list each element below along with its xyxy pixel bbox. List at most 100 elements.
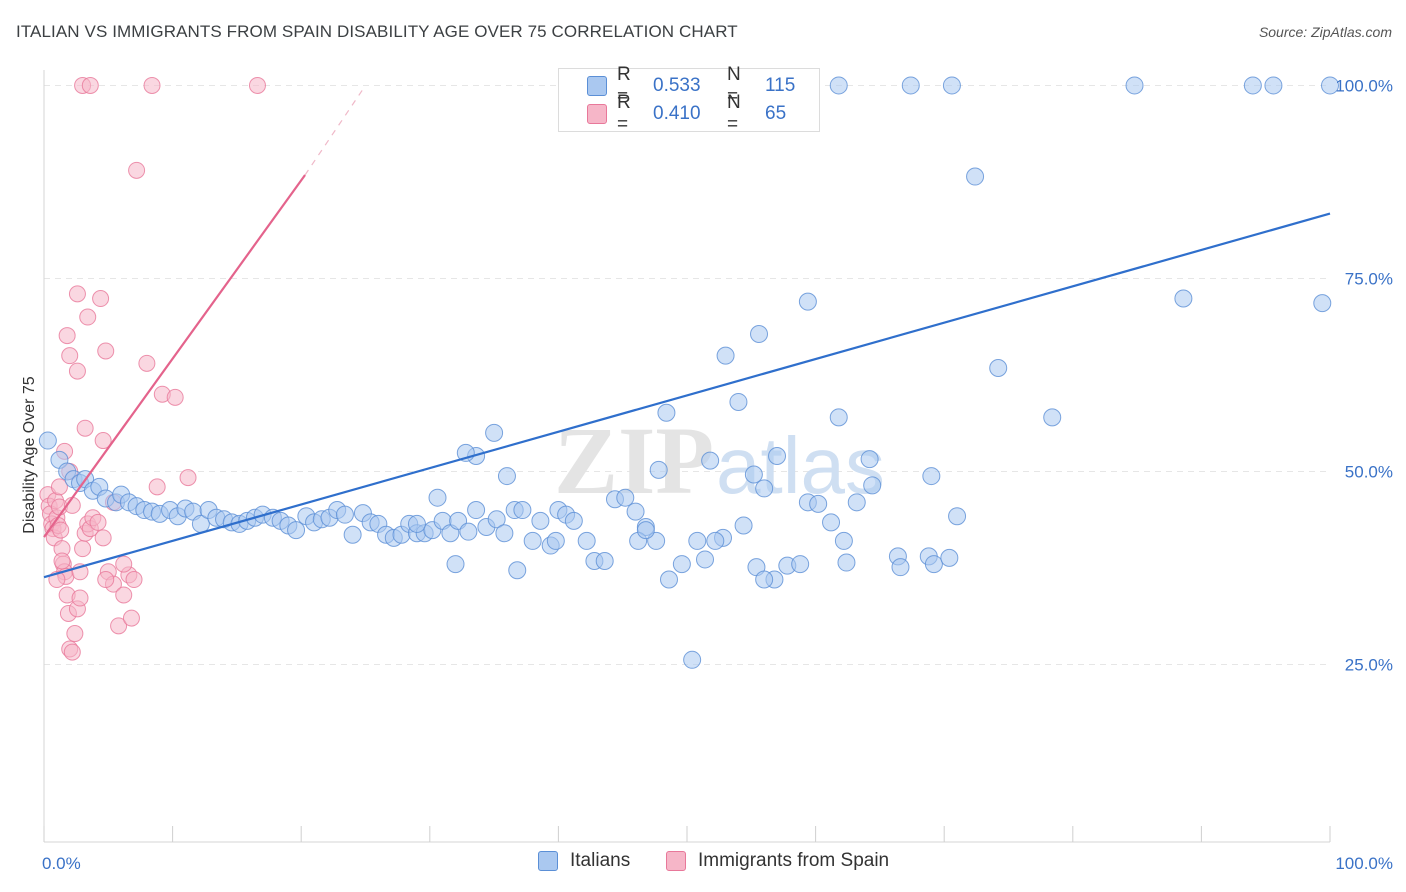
spain-point bbox=[81, 76, 99, 94]
italians-point bbox=[459, 522, 478, 541]
italians-point bbox=[1125, 76, 1144, 95]
spain-point bbox=[71, 589, 89, 607]
italians-point bbox=[829, 76, 848, 95]
spain-point bbox=[179, 469, 197, 487]
italians-point bbox=[564, 511, 583, 530]
spain-point bbox=[94, 529, 112, 547]
spain-point bbox=[94, 432, 112, 450]
italians-point bbox=[523, 531, 542, 550]
italians-point bbox=[1264, 76, 1283, 95]
spain-point bbox=[74, 540, 92, 558]
italians-point bbox=[744, 465, 763, 484]
spain-point bbox=[53, 552, 71, 570]
spain-point bbox=[76, 419, 94, 437]
italians-point bbox=[513, 501, 532, 520]
legend-n-value: 65 bbox=[765, 103, 787, 124]
italians-point bbox=[729, 392, 748, 411]
italians-point bbox=[847, 493, 866, 512]
italians-point bbox=[546, 531, 565, 550]
legend-r-label: R = bbox=[617, 92, 631, 135]
italians-point bbox=[659, 570, 678, 589]
italians-point bbox=[649, 460, 668, 479]
spain-point bbox=[97, 342, 115, 360]
italians-point bbox=[636, 521, 655, 540]
spain-trend-line bbox=[43, 174, 306, 538]
italians-point bbox=[706, 531, 725, 550]
grid-layer bbox=[44, 84, 1330, 665]
legend-label-italians: Italians bbox=[570, 850, 631, 871]
italians-point bbox=[863, 476, 882, 495]
spain-point bbox=[115, 586, 133, 604]
x-tick-label: 0.0% bbox=[42, 854, 81, 873]
series-immigrants-from-spain bbox=[39, 76, 266, 661]
italians-point bbox=[335, 505, 354, 524]
legend-item-spain[interactable]: Immigrants from Spain bbox=[666, 850, 889, 872]
tick-labels: 25.0% 50.0% 75.0% 100.0% 0.0% 100.0% bbox=[42, 76, 1393, 873]
italians-point bbox=[860, 450, 879, 469]
axis-layer bbox=[43, 70, 1331, 843]
italians-point bbox=[1321, 76, 1339, 95]
series-italians bbox=[38, 76, 1339, 669]
italians-point bbox=[750, 325, 769, 344]
italians-point bbox=[595, 551, 614, 570]
italians-point bbox=[616, 488, 635, 507]
spain-point bbox=[68, 362, 86, 380]
spain-point bbox=[143, 76, 161, 94]
italians-point bbox=[508, 561, 527, 580]
spain-point bbox=[79, 308, 97, 326]
spain-point bbox=[92, 290, 110, 308]
y-tick-label: 25.0% bbox=[1345, 655, 1393, 674]
spain-point bbox=[58, 327, 76, 345]
spain-point bbox=[248, 76, 266, 94]
italians-trend-line bbox=[43, 212, 1331, 579]
chart-source: Source: ZipAtlas.com bbox=[1258, 24, 1392, 40]
italians-point bbox=[487, 510, 506, 529]
spain-point bbox=[52, 521, 70, 539]
italians-point bbox=[428, 488, 447, 507]
italians-point bbox=[38, 431, 57, 450]
spain-point bbox=[125, 571, 143, 589]
italians-point bbox=[1174, 289, 1193, 308]
italians-point bbox=[798, 292, 817, 311]
spain-point bbox=[166, 388, 184, 406]
italians-point bbox=[683, 650, 702, 669]
italians-point bbox=[948, 507, 967, 526]
italians-point bbox=[822, 513, 841, 532]
italians-point bbox=[657, 403, 676, 422]
legend-swatch-spain bbox=[587, 104, 607, 124]
spain-point bbox=[128, 161, 146, 179]
italians-point bbox=[901, 76, 920, 95]
italians-point bbox=[577, 531, 596, 550]
spain-point bbox=[138, 354, 156, 372]
italians-point bbox=[343, 525, 362, 544]
italians-point bbox=[1313, 294, 1332, 313]
legend-swatch-italians bbox=[538, 851, 558, 871]
legend-item-italians[interactable]: Italians bbox=[538, 850, 630, 872]
legend-n-label: N = bbox=[727, 92, 741, 135]
legend-n-value: 115 bbox=[765, 75, 796, 96]
y-tick-label: 50.0% bbox=[1345, 462, 1393, 481]
italians-point bbox=[701, 451, 720, 470]
italians-point bbox=[768, 447, 787, 465]
italians-point bbox=[531, 511, 550, 530]
italians-point bbox=[829, 408, 848, 427]
italians-point bbox=[446, 555, 465, 574]
correlation-legend: R = 0.533 N = 115 R = 0.410 N = 65 bbox=[558, 64, 820, 135]
italians-point bbox=[696, 550, 715, 569]
spain-point bbox=[122, 609, 140, 627]
spain-point bbox=[148, 478, 166, 496]
italians-point bbox=[891, 558, 910, 577]
y-tick-label: 100.0% bbox=[1335, 76, 1393, 95]
legend-label-spain: Immigrants from Spain bbox=[698, 850, 890, 871]
legend-r-value: 0.533 bbox=[653, 75, 701, 96]
italians-point bbox=[940, 548, 959, 567]
italians-point bbox=[809, 494, 828, 513]
italians-point bbox=[755, 479, 774, 498]
legend-swatch-spain bbox=[666, 851, 686, 871]
italians-point bbox=[688, 531, 707, 550]
italians-point bbox=[791, 555, 810, 574]
x-tick-label: 100.0% bbox=[1335, 854, 1393, 873]
italians-point bbox=[716, 346, 735, 365]
italians-point bbox=[989, 358, 1008, 377]
